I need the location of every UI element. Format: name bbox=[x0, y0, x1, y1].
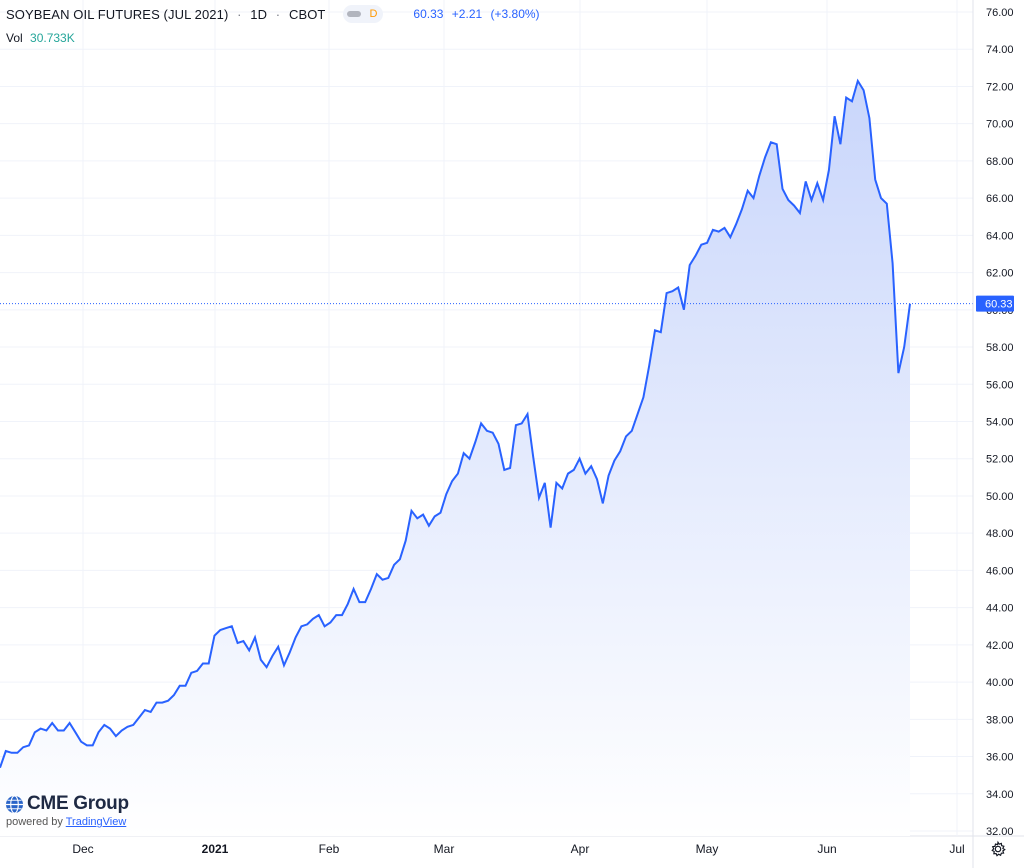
price-axis[interactable]: 76.00 74.00 72.00 70.00 68.00 66.00 64.00 62.00… bbox=[972, 0, 1014, 868]
volume-value: 30.733K bbox=[30, 31, 75, 45]
y-tick-label: 74.00 bbox=[986, 44, 1014, 56]
last-price-label: 60.33 bbox=[976, 295, 1014, 312]
y-tick-label: 48.00 bbox=[986, 528, 1014, 540]
y-tick-label: 70.00 bbox=[986, 119, 1014, 131]
x-tick-label: Apr bbox=[571, 842, 590, 856]
x-tick-label: May bbox=[696, 842, 719, 856]
y-tick-label: 56.00 bbox=[986, 379, 1014, 391]
symbol-name: SOYBEAN OIL FUTURES (JUL 2021) bbox=[6, 6, 229, 22]
y-tick-label: 42.00 bbox=[986, 640, 1014, 652]
y-tick-label: 62.00 bbox=[986, 268, 1014, 280]
y-tick-label: 72.00 bbox=[986, 81, 1014, 93]
y-tick-label: 52.00 bbox=[986, 454, 1014, 466]
y-tick-label: 44.00 bbox=[986, 603, 1014, 615]
y-tick-label: 64.00 bbox=[986, 230, 1014, 242]
cme-globe-icon bbox=[5, 794, 24, 814]
quote-values: 60.33 +2.21 (+3.80%) bbox=[413, 7, 544, 21]
y-tick-label: 54.00 bbox=[986, 417, 1014, 429]
x-tick-label: Feb bbox=[319, 842, 340, 856]
symbol-title[interactable]: SOYBEAN OIL FUTURES (JUL 2021) · 1D · CB… bbox=[6, 6, 326, 22]
y-tick-label: 58.00 bbox=[986, 342, 1014, 354]
volume-label: Vol bbox=[6, 31, 23, 45]
x-tick-label: Mar bbox=[434, 842, 455, 856]
y-tick-label: 50.00 bbox=[986, 491, 1014, 503]
tradingview-link[interactable]: TradingView bbox=[65, 816, 127, 828]
x-tick-label: Jun bbox=[817, 842, 836, 856]
change-percent: (+3.80%) bbox=[490, 7, 540, 21]
y-tick-label: 68.00 bbox=[986, 156, 1014, 168]
exchange-label: CBOT bbox=[288, 6, 326, 22]
volume-legend[interactable]: Vol 30.733K bbox=[6, 31, 75, 45]
y-tick-label: 46.00 bbox=[986, 565, 1014, 577]
price-line bbox=[0, 78, 911, 769]
data-delay-toggle[interactable]: D bbox=[343, 5, 384, 23]
last-value: 60.33 bbox=[413, 7, 444, 21]
cme-logo[interactable]: CME Group bbox=[5, 793, 129, 815]
delay-badge: D bbox=[369, 8, 378, 20]
last-price-value: 60.33 bbox=[985, 299, 1013, 311]
logo-text: CME Group bbox=[27, 793, 129, 814]
y-tick-label: 36.00 bbox=[986, 752, 1014, 764]
change-value: +2.21 bbox=[451, 7, 483, 21]
x-tick-label: Jul bbox=[949, 842, 964, 856]
powered-prefix: powered by bbox=[6, 816, 63, 828]
powered-by[interactable]: powered by TradingView bbox=[6, 816, 126, 828]
y-tick-label: 66.00 bbox=[986, 193, 1014, 205]
toggle-pill-icon bbox=[347, 11, 362, 17]
gear-icon[interactable] bbox=[989, 840, 1007, 858]
x-tick-label: Dec bbox=[72, 842, 93, 856]
time-axis[interactable]: Dec 2021 Feb Mar Apr May Jun Jul bbox=[72, 842, 964, 856]
y-tick-label: 38.00 bbox=[986, 714, 1014, 726]
y-tick-label: 32.00 bbox=[986, 826, 1014, 838]
y-tick-label: 34.00 bbox=[986, 789, 1014, 801]
y-tick-label: 40.00 bbox=[986, 677, 1014, 689]
chart-header: SOYBEAN OIL FUTURES (JUL 2021) · 1D · CB… bbox=[6, 5, 545, 23]
y-tick-label: 76.00 bbox=[986, 7, 1014, 19]
interval-label: 1D bbox=[250, 6, 268, 22]
x-tick-label: 2021 bbox=[202, 842, 229, 856]
price-area-fill bbox=[0, 80, 910, 836]
